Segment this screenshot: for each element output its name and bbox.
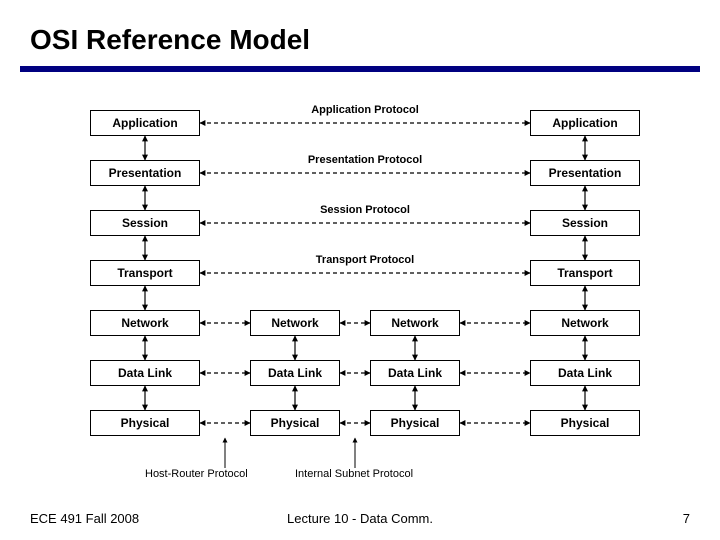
router2-network-box: Network xyxy=(370,310,460,336)
osi-diagram: Application Protocol Presentation Protoc… xyxy=(0,90,720,490)
left-datalink-box: Data Link xyxy=(90,360,200,386)
left-transport-box: Transport xyxy=(90,260,200,286)
router1-datalink-box: Data Link xyxy=(250,360,340,386)
left-physical-box: Physical xyxy=(90,410,200,436)
internal-subnet-label: Internal Subnet Protocol xyxy=(295,468,413,480)
left-application-box: Application xyxy=(90,110,200,136)
right-transport-box: Transport xyxy=(530,260,640,286)
right-physical-box: Physical xyxy=(530,410,640,436)
router2-datalink-box: Data Link xyxy=(370,360,460,386)
host-router-label: Host-Router Protocol xyxy=(145,468,248,480)
right-application-box: Application xyxy=(530,110,640,136)
router2-physical-box: Physical xyxy=(370,410,460,436)
protocol-label-presentation: Presentation Protocol xyxy=(255,154,475,166)
right-presentation-box: Presentation xyxy=(530,160,640,186)
right-datalink-box: Data Link xyxy=(530,360,640,386)
right-session-box: Session xyxy=(530,210,640,236)
slide-title: OSI Reference Model xyxy=(30,24,310,56)
right-network-box: Network xyxy=(530,310,640,336)
protocol-label-application: Application Protocol xyxy=(255,104,475,116)
protocol-label-transport: Transport Protocol xyxy=(255,254,475,266)
router1-network-box: Network xyxy=(250,310,340,336)
footer-center: Lecture 10 - Data Comm. xyxy=(0,511,720,526)
router1-physical-box: Physical xyxy=(250,410,340,436)
left-network-box: Network xyxy=(90,310,200,336)
title-underline xyxy=(20,66,700,72)
protocol-label-session: Session Protocol xyxy=(255,204,475,216)
footer-right: 7 xyxy=(683,511,690,526)
left-session-box: Session xyxy=(90,210,200,236)
left-presentation-box: Presentation xyxy=(90,160,200,186)
